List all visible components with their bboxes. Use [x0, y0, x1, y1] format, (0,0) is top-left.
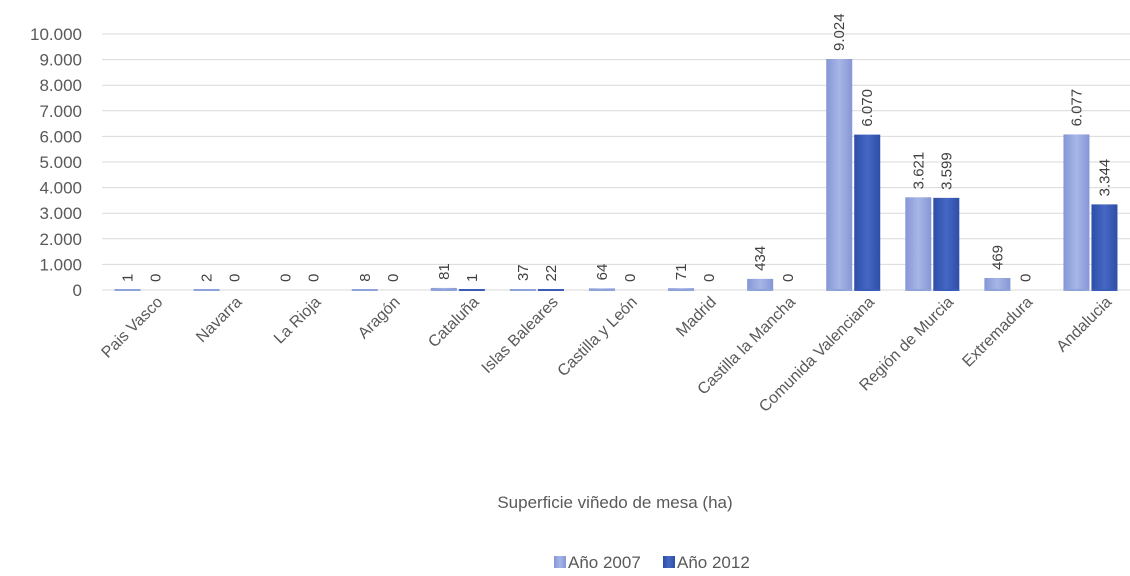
- data-label: 0: [622, 274, 639, 282]
- data-label: 3.344: [1096, 159, 1113, 197]
- y-tick-label: 2.000: [39, 230, 82, 249]
- legend-swatch-2012: [663, 556, 675, 568]
- x-axis-category-labels: Pais Vasco Navarra La Rioja Aragón CataluñaI…: [99, 294, 1116, 416]
- data-label: 22: [543, 265, 560, 282]
- x-category-label: Andalucia: [1054, 294, 1116, 356]
- data-label: 0: [278, 274, 295, 282]
- data-label: 0: [780, 274, 797, 282]
- bar-2007: [905, 197, 932, 290]
- x-category-label: La Rioja: [271, 294, 325, 348]
- legend: Año 2007 Año 2012: [554, 553, 750, 572]
- data-label: 469: [989, 245, 1006, 270]
- data-label: 6.077: [1068, 89, 1085, 127]
- legend-label-2007: Año 2007: [568, 553, 641, 572]
- data-label: 37: [515, 264, 532, 281]
- bars: [114, 58, 1118, 291]
- data-label: 0: [148, 274, 165, 282]
- bar-2012: [933, 197, 960, 290]
- data-label: 3.599: [938, 152, 955, 190]
- data-label: 0: [227, 274, 244, 282]
- data-label: 1: [464, 274, 481, 282]
- data-label: 81: [436, 263, 453, 280]
- data-label: 0: [1017, 274, 1034, 282]
- x-category-label: Islas Baleares: [479, 294, 562, 377]
- data-label: 71: [673, 263, 690, 280]
- data-label: 0: [385, 274, 402, 282]
- data-label: 6.070: [859, 89, 876, 127]
- data-label: 64: [594, 264, 611, 281]
- data-label: 0: [306, 274, 323, 282]
- data-label: 9.024: [831, 13, 848, 51]
- data-label: 434: [752, 246, 769, 271]
- legend-swatch-2007: [554, 556, 566, 568]
- data-labels: 1 0 2 0 0 0 8 0 81 1 37 22 64 0 71 0 434 0 9.024 6.070 3.621…: [120, 13, 1114, 282]
- bar-2007: [1063, 134, 1090, 290]
- y-tick-label: 6.000: [39, 127, 82, 146]
- data-label: 3.621: [910, 152, 927, 190]
- y-tick-label: 4.000: [39, 179, 82, 198]
- data-label: 0: [701, 274, 718, 282]
- y-tick-label: 0: [73, 281, 82, 300]
- legend-label-2012: Año 2012: [677, 553, 750, 572]
- bar-2007: [747, 278, 774, 290]
- x-category-label: Madrid: [673, 294, 720, 341]
- x-category-label: Cataluña: [425, 294, 482, 351]
- x-axis-title: Superficie viñedo de mesa (ha): [497, 493, 732, 512]
- bar-2007: [430, 287, 457, 290]
- y-tick-label: 3.000: [39, 204, 82, 223]
- y-tick-label: 9.000: [39, 51, 82, 70]
- x-category-label: Navarra: [193, 294, 245, 346]
- bar-2012: [1091, 204, 1118, 290]
- y-tick-label: 1.000: [39, 255, 82, 274]
- data-label: 8: [357, 273, 374, 281]
- bar-2012: [854, 134, 881, 290]
- bar-2007: [984, 277, 1011, 290]
- x-category-label: Castilla y León: [555, 294, 641, 380]
- y-tick-label: 8.000: [39, 76, 82, 95]
- x-category-label: Pais Vasco: [99, 294, 167, 362]
- data-label: 1: [120, 274, 137, 282]
- data-label: 2: [199, 274, 216, 282]
- y-axis-tick-labels: 0 1.000 2.000 3.000 4.000 5.000 6.000 7.000 8.00…: [30, 25, 82, 300]
- y-tick-label: 7.000: [39, 102, 82, 121]
- bar-2007: [826, 58, 853, 291]
- x-category-label: Extremadura: [959, 294, 1036, 371]
- y-tick-label: 10.000: [30, 25, 82, 44]
- y-tick-label: 5.000: [39, 153, 82, 172]
- gridlines: [102, 33, 1130, 291]
- x-category-label: Aragón: [355, 294, 404, 343]
